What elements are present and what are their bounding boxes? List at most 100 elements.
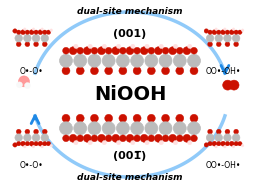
Circle shape [15, 134, 22, 141]
Circle shape [212, 141, 217, 146]
Circle shape [173, 140, 178, 145]
Circle shape [116, 54, 129, 67]
Circle shape [191, 135, 197, 142]
Circle shape [116, 140, 121, 145]
Circle shape [50, 29, 53, 32]
Circle shape [229, 30, 234, 35]
Circle shape [62, 114, 70, 122]
Circle shape [13, 29, 17, 33]
Circle shape [91, 135, 98, 142]
Circle shape [232, 34, 240, 42]
Circle shape [232, 28, 235, 31]
Circle shape [24, 34, 31, 42]
Text: (001̅): (001̅) [113, 151, 147, 161]
Circle shape [21, 30, 25, 35]
Circle shape [41, 134, 49, 141]
Circle shape [234, 42, 239, 47]
Circle shape [23, 28, 26, 31]
Circle shape [187, 122, 200, 135]
Circle shape [225, 141, 230, 146]
Circle shape [216, 42, 221, 47]
Circle shape [173, 122, 186, 135]
Circle shape [112, 134, 120, 142]
Circle shape [140, 134, 148, 142]
Circle shape [206, 134, 214, 141]
Circle shape [42, 42, 47, 47]
Circle shape [212, 30, 217, 35]
Circle shape [90, 114, 99, 122]
Circle shape [74, 122, 87, 135]
Circle shape [105, 135, 112, 142]
Circle shape [23, 145, 26, 148]
Circle shape [190, 114, 198, 122]
Circle shape [147, 114, 155, 122]
Circle shape [234, 129, 239, 134]
Circle shape [32, 34, 40, 42]
Circle shape [159, 140, 164, 145]
Circle shape [223, 28, 226, 31]
Circle shape [50, 144, 53, 147]
Circle shape [187, 140, 192, 145]
Circle shape [191, 47, 197, 54]
Circle shape [208, 141, 212, 146]
Text: O•-O•: O•-O• [20, 161, 44, 170]
Circle shape [145, 140, 149, 145]
Text: (001): (001) [113, 29, 147, 40]
Circle shape [112, 47, 120, 55]
Circle shape [16, 42, 21, 47]
Circle shape [133, 67, 141, 75]
Circle shape [13, 143, 17, 147]
Circle shape [24, 83, 30, 88]
Circle shape [215, 34, 223, 42]
Circle shape [131, 44, 135, 49]
Text: OO•-OH•: OO•-OH• [205, 67, 241, 77]
Circle shape [74, 140, 78, 145]
Circle shape [21, 141, 25, 146]
Text: dual-site mechanism: dual-site mechanism [77, 173, 183, 182]
Circle shape [16, 82, 22, 88]
Circle shape [46, 141, 51, 146]
Circle shape [176, 67, 184, 75]
Text: O•-O•: O•-O• [20, 67, 44, 77]
Circle shape [69, 134, 77, 142]
Circle shape [91, 47, 98, 54]
Circle shape [34, 30, 38, 34]
Circle shape [207, 129, 212, 134]
Circle shape [116, 122, 129, 135]
Circle shape [69, 47, 77, 55]
Circle shape [105, 114, 113, 122]
Circle shape [34, 129, 38, 134]
Circle shape [176, 47, 183, 54]
Circle shape [169, 134, 177, 142]
Circle shape [145, 122, 158, 135]
Circle shape [224, 134, 231, 141]
Circle shape [232, 134, 240, 141]
Circle shape [41, 34, 49, 42]
Circle shape [225, 129, 230, 134]
Circle shape [38, 141, 43, 146]
Circle shape [29, 141, 34, 146]
Circle shape [131, 122, 144, 135]
Circle shape [77, 135, 84, 142]
Circle shape [34, 141, 38, 146]
Circle shape [119, 114, 127, 122]
Circle shape [83, 134, 91, 142]
Circle shape [173, 54, 186, 67]
Circle shape [42, 129, 47, 134]
Circle shape [183, 47, 191, 55]
Circle shape [134, 47, 140, 54]
Circle shape [74, 54, 87, 67]
Circle shape [225, 42, 230, 47]
Circle shape [102, 140, 107, 145]
Circle shape [18, 76, 29, 87]
Circle shape [221, 141, 226, 146]
Circle shape [223, 80, 233, 90]
Text: OO•-OH•: OO•-OH• [205, 161, 241, 170]
Circle shape [217, 141, 221, 146]
Circle shape [229, 80, 239, 90]
Circle shape [131, 140, 135, 145]
Circle shape [238, 141, 242, 146]
Circle shape [16, 30, 21, 34]
Circle shape [159, 54, 172, 67]
Circle shape [32, 28, 35, 31]
